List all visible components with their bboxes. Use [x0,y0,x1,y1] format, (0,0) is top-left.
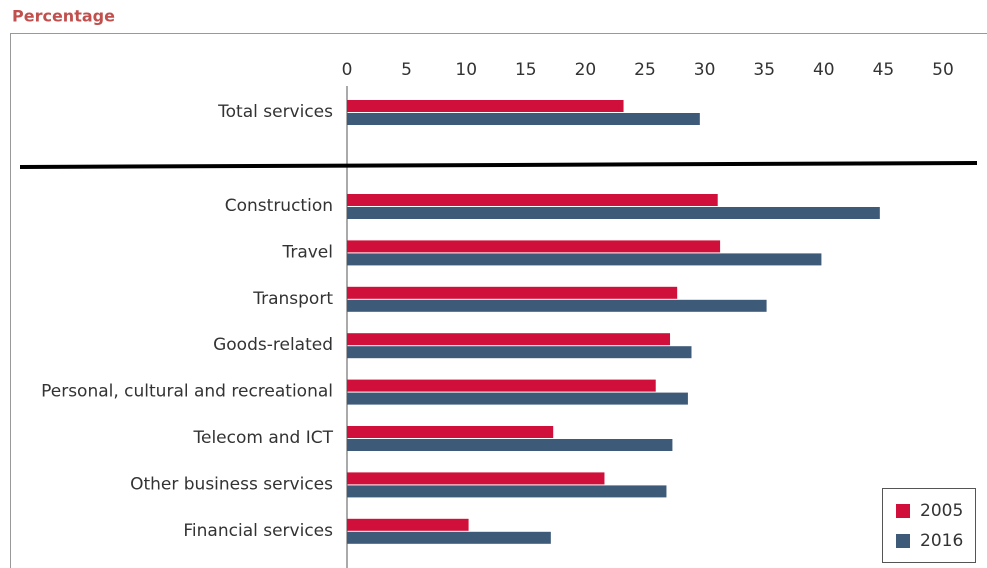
y-tick-label: Goods-related [213,335,333,355]
x-tick-label: 35 [753,60,775,80]
x-tick-label: 0 [342,60,353,80]
bar [347,299,767,312]
bar [347,472,605,485]
legend-label: 2016 [920,531,963,551]
frame [10,33,987,568]
x-tick-label: 50 [932,60,954,80]
bar [347,286,678,299]
bar [347,518,469,531]
y-tick-label: Financial services [183,521,333,541]
x-tick-label: 40 [813,60,835,80]
bar [347,113,700,125]
bar [347,100,624,112]
bar [347,379,656,392]
y-tick-label: Travel [281,242,333,262]
y-tick-label: Total services [217,102,333,122]
legend-swatch [896,534,910,548]
x-tick-label: 15 [515,60,537,80]
bar [347,439,673,451]
y-tick-label: Telecom and ICT [192,428,333,448]
legend-swatch [896,504,910,518]
bar [347,240,721,253]
bar [347,426,554,438]
y-tick-label: Personal, cultural and recreational [41,382,333,402]
x-tick-label: 10 [455,60,477,80]
legend-box [882,488,976,563]
bar [347,485,667,498]
bar [347,346,692,359]
x-tick-label: 20 [575,60,597,80]
x-tick-label: 45 [873,60,895,80]
bar [347,333,671,346]
y-tick-label: Other business services [130,474,333,494]
y-tick-label: Construction [225,196,333,216]
bar [347,194,718,206]
x-tick-label: 30 [694,60,716,80]
y-tick-label: Transport [252,289,333,309]
bar [347,531,551,544]
bar [347,253,822,266]
separator [19,161,978,169]
legend-label: 2005 [920,501,963,521]
x-tick-label: 25 [634,60,656,80]
bar [347,207,880,219]
x-tick-label: 5 [401,60,412,80]
bar [347,392,688,405]
chart-title: Percentage [12,7,115,26]
